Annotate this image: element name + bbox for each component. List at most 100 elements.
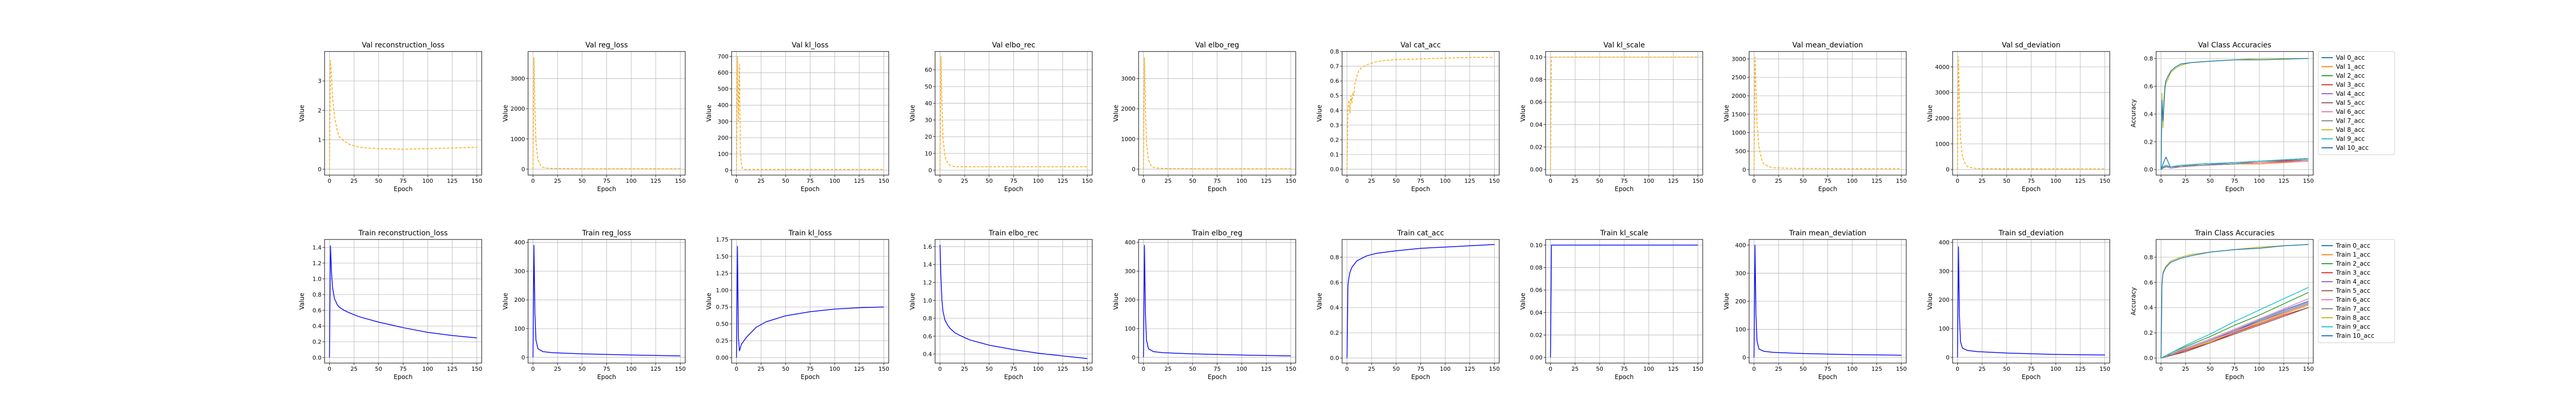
x-tick-label: 100 <box>1440 178 1451 184</box>
y-tick-label: 0.6 <box>313 307 322 314</box>
x-tick-label: 150 <box>1285 366 1296 372</box>
y-axis-label: Value <box>705 105 713 122</box>
y-tick-label: 100 <box>1125 325 1136 332</box>
x-tick-label: 150 <box>1082 366 1093 372</box>
chart-panel-16: 0 25 50 75 100 125 150 0.00 0.02 0.04 0.06 0.08 0.10… <box>1519 229 1703 381</box>
chart-title: Val kl_loss <box>792 41 828 49</box>
x-axis-label: Epoch <box>1411 185 1430 193</box>
y-tick-label: 1.25 <box>716 270 729 277</box>
legend-label: Train 4_acc <box>2335 278 2370 285</box>
x-axis-label: Epoch <box>394 185 413 193</box>
y-tick-label: 3000 <box>1121 76 1136 82</box>
y-tick-label: 20 <box>925 133 932 140</box>
series-line-0 <box>1957 56 2105 170</box>
x-tick-label: 100 <box>2050 178 2061 184</box>
y-axis-label: Value <box>1926 105 1934 122</box>
y-tick-label: 0.8 <box>923 315 933 322</box>
y-tick-label: 300 <box>718 118 728 125</box>
y-tick-label: 200 <box>1735 298 1746 305</box>
legend-box <box>2318 239 2395 343</box>
y-tick-label: 300 <box>1125 268 1136 274</box>
x-tick-label: 125 <box>854 366 865 372</box>
y-tick-label: 3000 <box>1935 90 1950 96</box>
x-tick-label: 25 <box>1571 178 1579 184</box>
legend-label: Val 8_acc <box>2336 126 2365 133</box>
axes-frame <box>2156 239 2314 364</box>
y-tick-label: 1000 <box>1935 141 1950 147</box>
y-tick-label: 30 <box>925 117 932 124</box>
y-axis-label: Value <box>298 293 306 310</box>
y-tick-label: 2000 <box>1935 115 1950 122</box>
series-line-9 <box>2161 287 2309 358</box>
legend-label: Train 1_acc <box>2335 251 2370 259</box>
series-line-9 <box>2160 158 2309 170</box>
x-tick-label: 75 <box>1214 366 1221 372</box>
chart-panel-8: 0 25 50 75 100 125 150 0 1000 2000 3000 4000 Val sd_… <box>1926 41 2110 193</box>
x-axis-label: Epoch <box>597 185 616 193</box>
x-tick-label: 0 <box>1345 178 1349 184</box>
x-tick-label: 50 <box>1189 178 1196 184</box>
legend-label: Train 10_acc <box>2335 332 2374 339</box>
y-tick-label: 100 <box>718 151 728 158</box>
y-axis-label: Value <box>1723 105 1730 122</box>
y-tick-label: 700 <box>718 53 728 60</box>
series-line-0 <box>1346 244 1495 358</box>
x-tick-label: 150 <box>1692 178 1703 184</box>
x-tick-label: 150 <box>2303 178 2314 184</box>
y-tick-label: 0.0 <box>1330 355 1340 362</box>
x-tick-label: 150 <box>675 178 686 184</box>
y-axis-label: Value <box>705 293 713 310</box>
series-line-0 <box>532 57 681 169</box>
x-tick-label: 150 <box>1082 178 1093 184</box>
x-tick-label: 50 <box>1393 178 1400 184</box>
x-tick-label: 100 <box>1236 366 1247 372</box>
y-axis-label: Value <box>1926 293 1934 310</box>
legend-label: Val 4_acc <box>2336 90 2365 97</box>
y-tick-label: 1.2 <box>313 260 322 267</box>
axes-frame <box>935 239 1093 364</box>
x-tick-label: 50 <box>986 178 993 184</box>
y-tick-label: 0.4 <box>2144 304 2154 311</box>
y-tick-label: 2000 <box>1121 106 1136 112</box>
y-tick-label: 0.10 <box>1530 54 1543 61</box>
chart-panel-11: 0 25 50 75 100 125 150 0 100 200 300 400 Train reg_l… <box>502 229 686 381</box>
y-tick-label: 1.00 <box>716 287 729 294</box>
x-tick-label: 75 <box>1010 366 1018 372</box>
y-tick-label: 0 <box>521 166 525 173</box>
y-axis-label: Value <box>502 105 509 122</box>
x-tick-label: 125 <box>447 178 457 184</box>
x-axis-label: Epoch <box>2022 185 2041 193</box>
axes-frame <box>1545 239 1703 364</box>
x-tick-label: 100 <box>1033 178 1044 184</box>
y-tick-label: 1.50 <box>716 253 729 260</box>
y-tick-label: 0.8 <box>2144 55 2154 62</box>
x-tick-label: 150 <box>675 366 686 372</box>
axes-frame <box>1952 239 2110 364</box>
y-tick-label: 400 <box>718 102 728 109</box>
y-tick-label: 0.5 <box>1330 93 1340 99</box>
y-tick-label: 0.00 <box>1530 166 1543 173</box>
x-tick-label: 125 <box>1464 178 1475 184</box>
x-axis-label: Epoch <box>1208 373 1227 381</box>
y-tick-label: 0.0 <box>2144 355 2154 362</box>
series-line-0 <box>939 245 1088 359</box>
y-tick-label: 1000 <box>1732 130 1746 136</box>
x-tick-label: 0 <box>1142 366 1145 372</box>
x-axis-label: Epoch <box>801 185 820 193</box>
series-line-0 <box>736 56 884 170</box>
axes-frame <box>528 239 686 364</box>
x-axis-label: Epoch <box>1615 185 1634 193</box>
y-tick-label: 2500 <box>1732 74 1746 81</box>
x-tick-label: 50 <box>782 178 789 184</box>
series-line-7 <box>2161 303 2309 358</box>
x-axis-label: Epoch <box>394 373 413 381</box>
x-tick-label: 25 <box>1775 366 1782 372</box>
chart-panel-0: 0 25 50 75 100 125 150 0 1 2 3 Val reconstruction_l… <box>298 41 482 193</box>
axes-frame <box>1138 239 1296 364</box>
x-tick-label: 25 <box>2182 366 2189 372</box>
y-tick-label: 0.0 <box>313 354 322 361</box>
y-tick-label: 200 <box>718 134 728 141</box>
x-axis-label: Epoch <box>2022 373 2041 381</box>
x-tick-label: 125 <box>1464 366 1475 372</box>
x-tick-label: 25 <box>1978 178 1986 184</box>
